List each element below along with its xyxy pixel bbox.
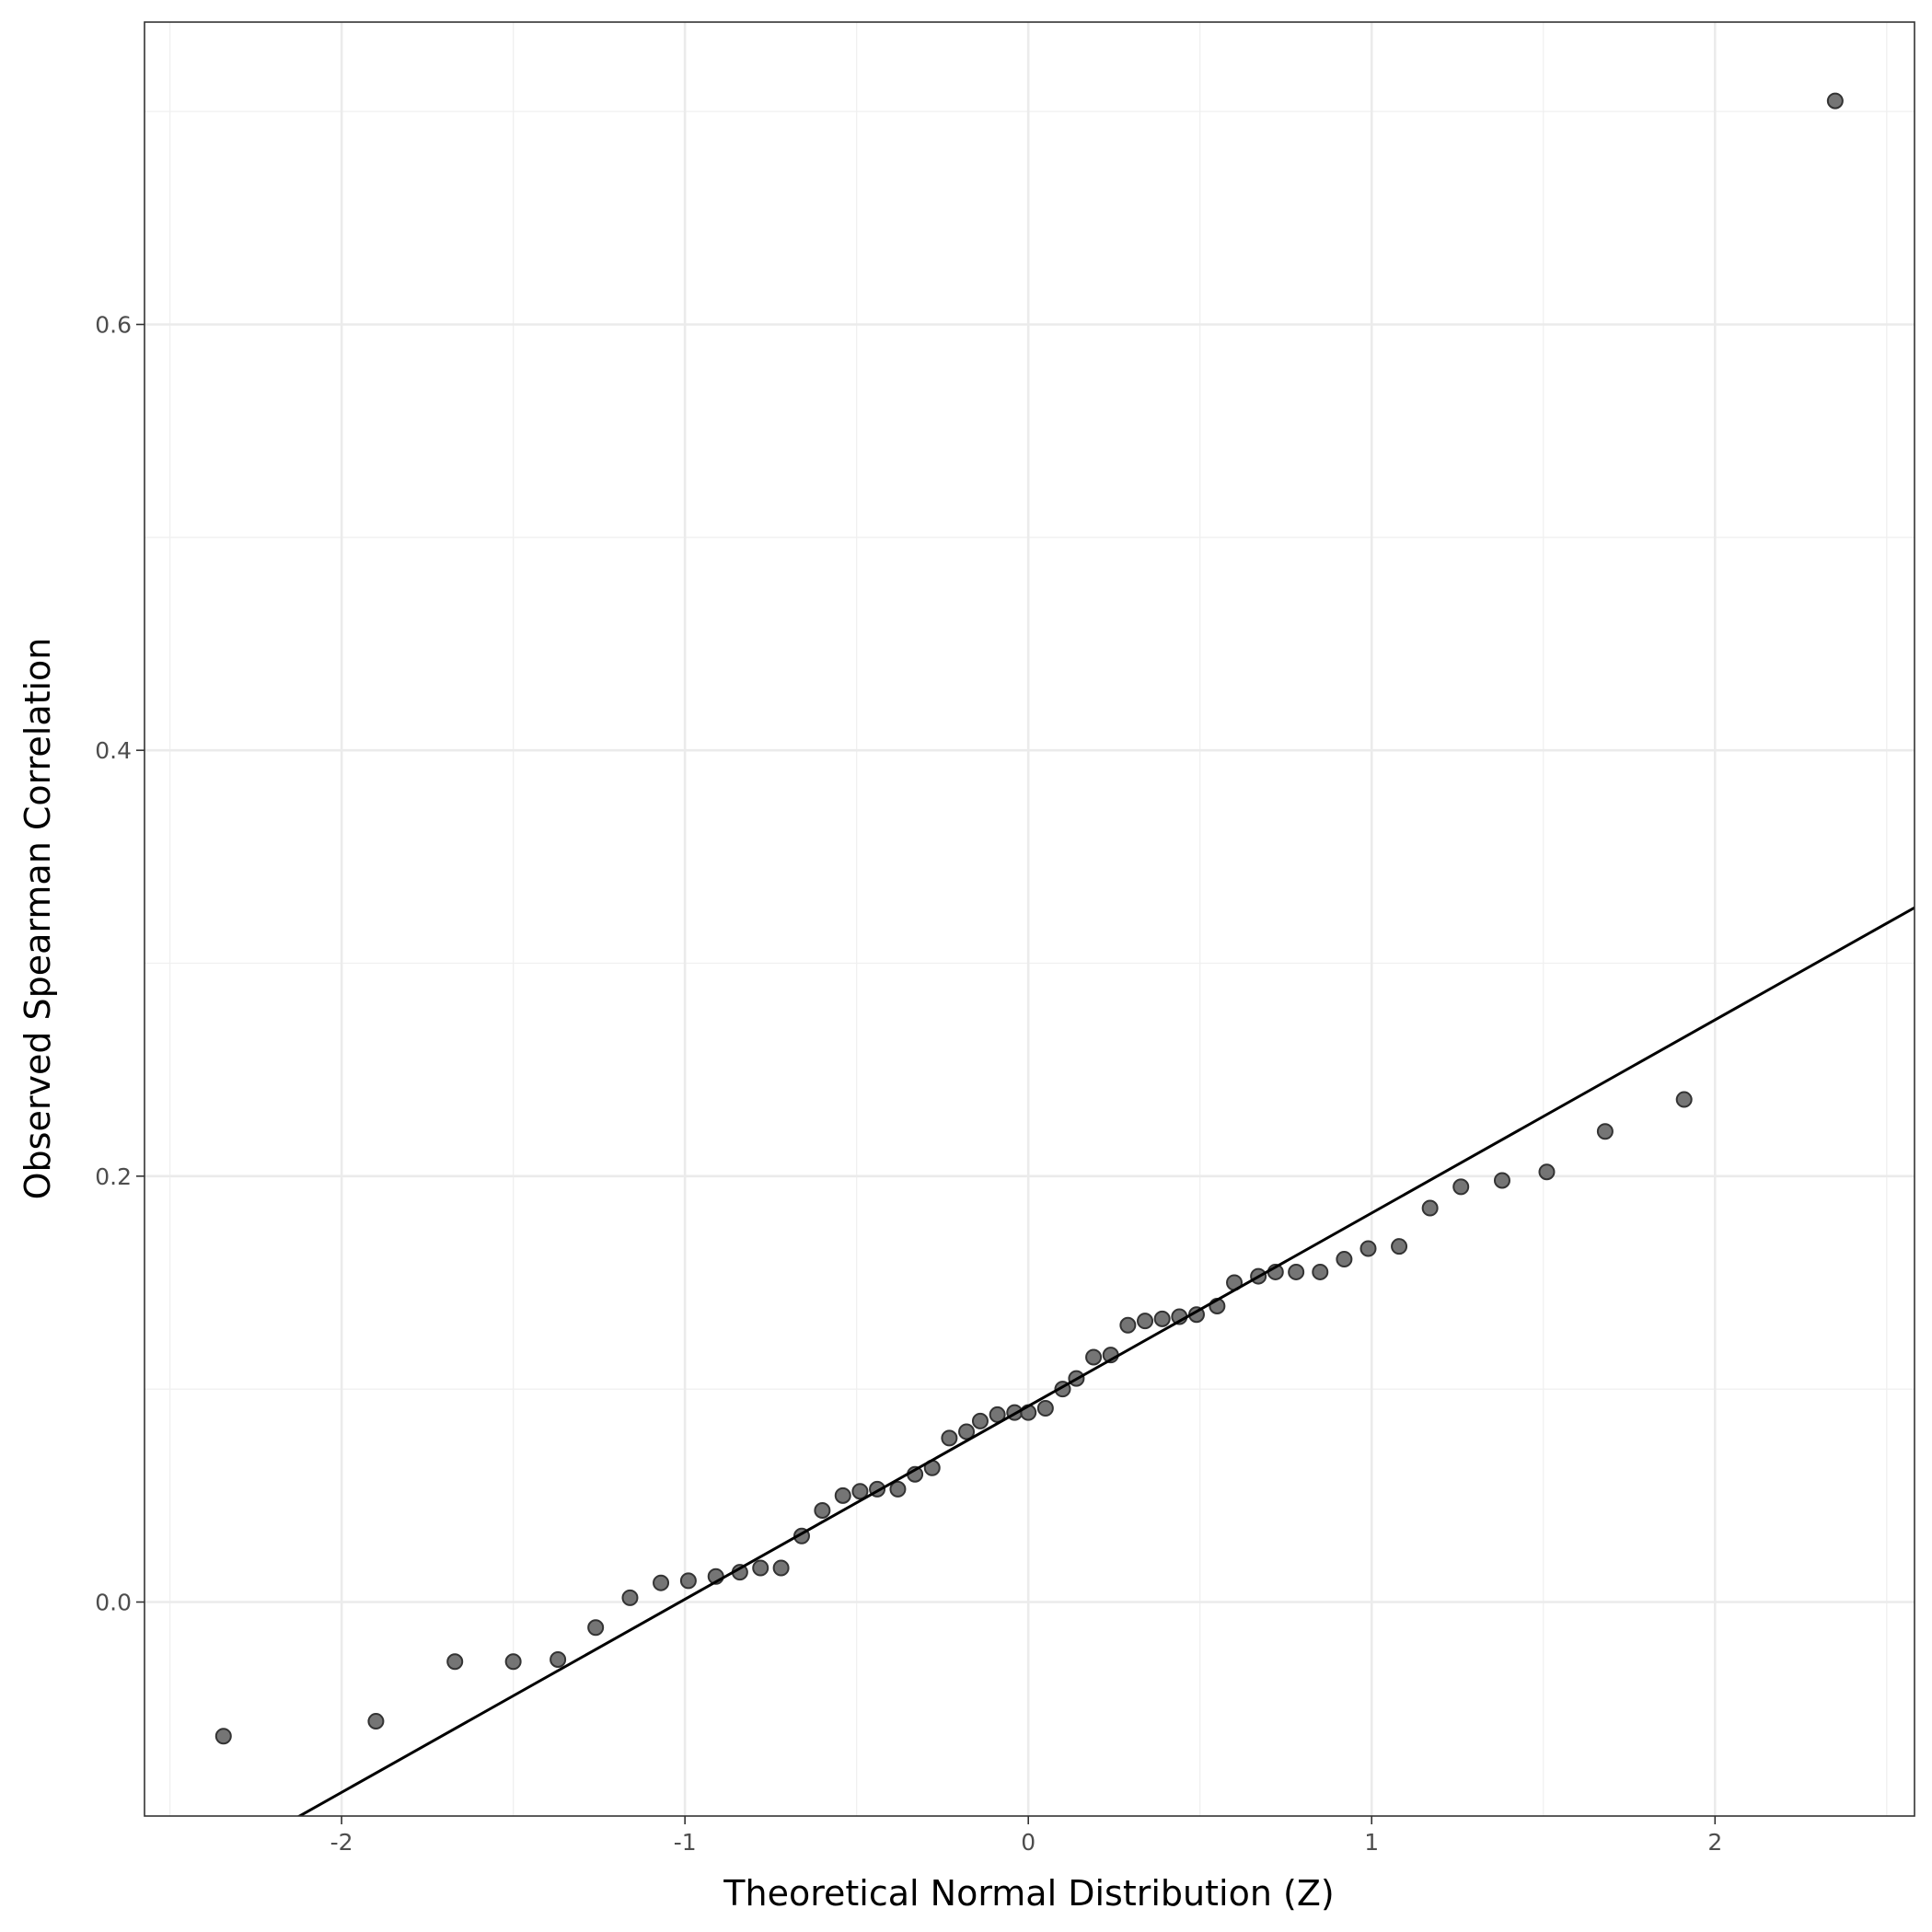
point [1596,1123,1614,1140]
point [1391,1238,1408,1255]
y-tick-label: 0.0 [95,1590,132,1616]
point [679,1572,697,1590]
y-tick-label: 0.4 [95,737,132,764]
x-tick-label: 1 [1364,1829,1379,1856]
x-tick-label: -1 [674,1829,697,1856]
point [851,1483,869,1500]
point [1119,1316,1137,1334]
point [1312,1263,1329,1280]
point [367,1713,385,1730]
x-tick-label: 2 [1707,1829,1722,1856]
point [1288,1263,1305,1280]
point [1153,1310,1171,1327]
point [1826,92,1844,110]
reference-line [296,906,1915,1816]
point [1675,1091,1693,1108]
point [446,1653,464,1671]
point [653,1574,670,1591]
point [1085,1348,1103,1366]
point [971,1412,989,1429]
point [1359,1240,1377,1257]
y-tick-label: 0.2 [95,1163,132,1190]
point [958,1423,976,1440]
point [834,1487,851,1504]
point [550,1650,567,1668]
panel-border [144,21,1915,1817]
point [814,1502,831,1520]
point [1421,1199,1439,1217]
point [1036,1399,1054,1417]
point [752,1559,769,1577]
point [1493,1172,1510,1189]
y-tick-label: 0.6 [95,311,132,338]
point [504,1653,522,1671]
x-tick-label: 0 [1021,1829,1035,1856]
point [889,1480,907,1498]
point [1336,1251,1353,1268]
point [1452,1178,1470,1196]
x-tick-label: -2 [330,1829,353,1856]
point [1538,1163,1556,1181]
point [214,1728,232,1745]
x-axis-title: Theoretical Normal Distribution (Z) [723,1873,1334,1914]
marks [214,92,1915,1816]
point [772,1559,790,1577]
point [1137,1313,1154,1330]
point [941,1429,958,1447]
grid [145,22,1915,1816]
point [587,1619,605,1637]
y-axis-title: Observed Spearman Correlation [17,638,58,1200]
point [621,1589,639,1606]
